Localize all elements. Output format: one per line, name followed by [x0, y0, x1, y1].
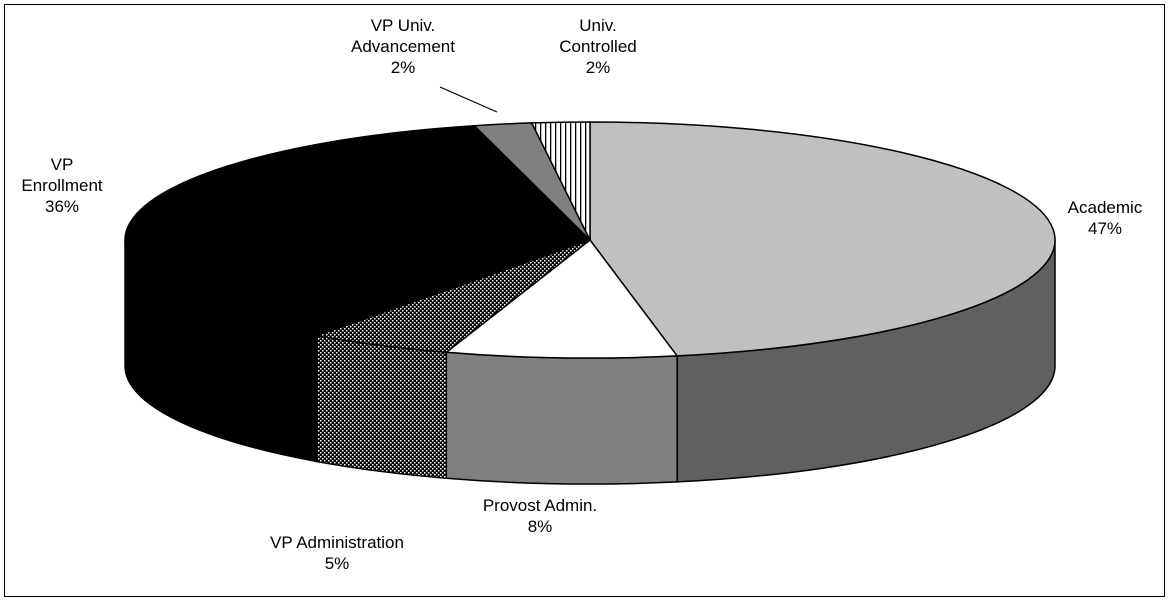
- label-line: Academic: [1068, 198, 1143, 217]
- slice: [313, 239, 591, 353]
- slice-label: VP Univ. Advancement 2%: [351, 16, 455, 77]
- label-line: Advancement: [351, 37, 455, 56]
- value-label: 47%: [1088, 219, 1122, 238]
- slice-label: Provost Admin. 8%: [483, 496, 597, 536]
- leader-line: [439, 86, 498, 113]
- value-label: 5%: [325, 554, 350, 573]
- slice-label: Univ. Controlled 2%: [559, 16, 637, 77]
- label-line: Univ.: [579, 16, 616, 35]
- slice: [124, 124, 592, 337]
- slice-side: [445, 351, 678, 485]
- label-line: VP Administration: [270, 533, 404, 552]
- slice: [589, 121, 1056, 357]
- value-label: 2%: [586, 58, 611, 77]
- value-label: 2%: [391, 58, 416, 77]
- slice: [530, 121, 591, 241]
- value-label: 36%: [45, 197, 79, 216]
- slice-label: Academic 47%: [1068, 198, 1143, 238]
- label-line: Controlled: [559, 37, 637, 56]
- value-label: 8%: [528, 517, 553, 536]
- slice-side: [315, 334, 448, 480]
- slice-label: VP Administration 5%: [270, 533, 404, 573]
- label-line: VP Univ.: [371, 16, 436, 35]
- label-line: VP: [51, 155, 74, 174]
- slice: [444, 238, 679, 359]
- slice-label: VP Enrollment 36%: [21, 155, 103, 216]
- label-line: Provost Admin.: [483, 496, 597, 515]
- label-line: Enrollment: [21, 176, 103, 195]
